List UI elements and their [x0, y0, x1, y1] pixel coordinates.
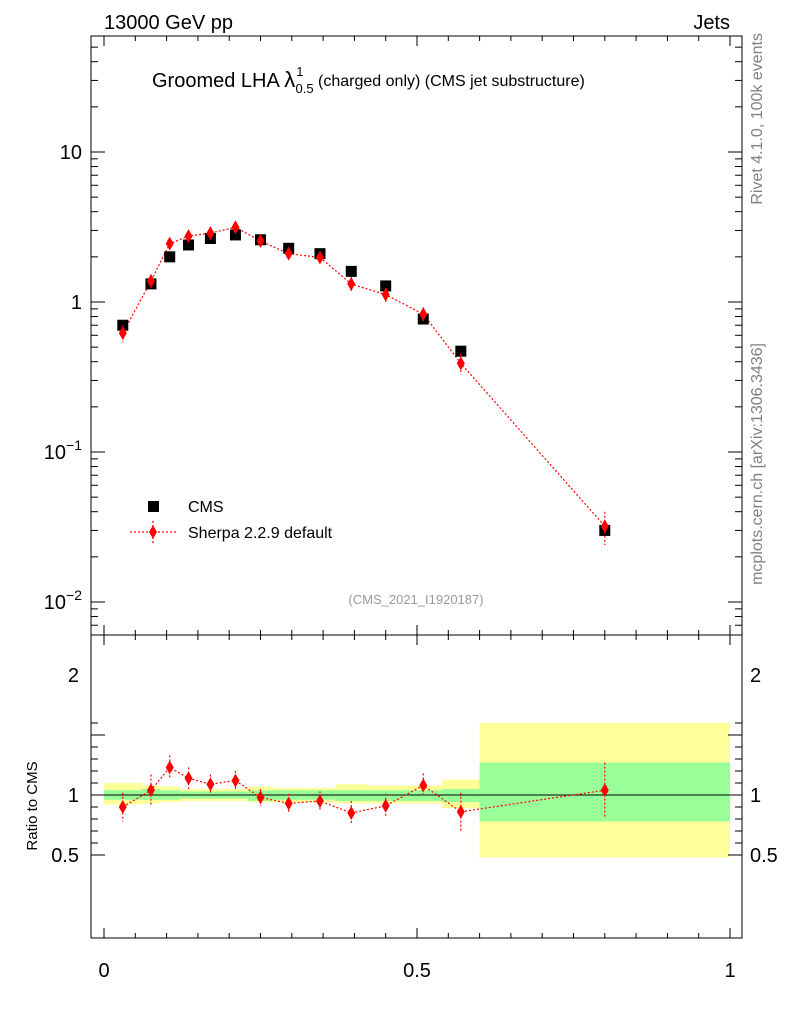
ratio-ylabel: Ratio to CMS	[24, 761, 41, 850]
mc-ratio-point	[165, 760, 174, 775]
legend-data-marker	[148, 501, 159, 512]
mc-ratio-point	[600, 783, 609, 798]
mc-data-point	[284, 246, 293, 261]
mc-ratio-point	[256, 790, 265, 805]
mc-ratio-line	[122, 766, 605, 814]
cms-data-point	[229, 229, 241, 241]
mc-data-point	[118, 326, 127, 341]
y-tick-base: 10	[44, 442, 66, 464]
mc-ratio-point	[231, 773, 240, 788]
band-inner	[442, 789, 480, 803]
ratio-y-tick-label-right: 1	[750, 785, 761, 807]
plot-title-subscript: 0.5	[296, 81, 314, 96]
x-tick-label: 0	[98, 960, 109, 982]
mc-ratio-point	[184, 771, 193, 786]
y-tick-label: 1	[71, 292, 82, 314]
legend-data-label: CMS	[188, 499, 224, 516]
y-tick-exponent: −1	[66, 437, 82, 453]
cms-data-point	[380, 280, 392, 292]
legend-mc-marker	[149, 525, 157, 539]
ratio-y-tick-label: 2	[68, 665, 79, 687]
main-plot-frame	[90, 35, 743, 636]
y-tick-base: 10	[60, 142, 82, 164]
plot-title-suffix: (charged only) (CMS jet substructure)	[314, 73, 585, 90]
mc-data-point	[206, 226, 215, 241]
y-tick-base: 1	[71, 292, 82, 314]
mc-line	[122, 226, 606, 527]
mc-data-point	[456, 356, 465, 371]
ratio-y-tick-label: 1	[68, 785, 79, 807]
main-plot-marks	[117, 220, 611, 545]
y-tick-label: 10	[60, 142, 82, 164]
analysis-id: (CMS_2021_I1920187)	[348, 592, 483, 607]
rivet-version-label: Rivet 4.1.0, 100k events	[749, 33, 766, 205]
band-inner	[404, 790, 443, 801]
y-tick-label: 10−1	[44, 437, 82, 464]
mc-data-point	[184, 229, 193, 244]
plot-title-main: Groomed LHA	[152, 70, 284, 92]
mc-ratio-point	[347, 806, 356, 820]
header-right: Jets	[693, 12, 730, 34]
x-tick-label: 1	[724, 960, 735, 982]
band-inner	[335, 790, 367, 801]
ratio-y-tick-label: 0.5	[51, 845, 79, 867]
ratio-uncertainty-bands	[104, 723, 730, 858]
mc-ratio-point	[315, 794, 324, 808]
mc-data-point	[165, 236, 174, 251]
mc-ratio-point	[118, 800, 127, 814]
mcplots-label: mcplots.cern.ch [arXiv:1306.3436]	[749, 343, 766, 585]
mc-ratio-point	[456, 804, 465, 819]
mc-data-point	[600, 519, 609, 534]
mc-data-point	[381, 287, 390, 302]
mc-data-point	[315, 250, 324, 265]
y-tick-base: 10	[44, 592, 66, 614]
plot-title-lambda: λ	[284, 67, 295, 92]
y-tick-exponent: −2	[66, 587, 82, 603]
x-tick-label: 0.5	[403, 960, 431, 982]
mc-data-point	[347, 276, 356, 291]
mc-ratio-point	[381, 798, 390, 813]
plot-title-superscript: 1	[296, 64, 303, 79]
cms-data-point	[345, 265, 357, 277]
legend-mc-label: Sherpa 2.2.9 default	[188, 525, 333, 542]
ratio-y-tick-label-right: 0.5	[750, 845, 778, 867]
mc-ratio-point	[284, 796, 293, 811]
header-left: 13000 GeV pp	[104, 12, 233, 34]
ratio-y-tick-label-right: 2	[750, 665, 761, 687]
ratio-plot-marks	[91, 755, 742, 831]
mc-ratio-point	[419, 778, 428, 793]
legend: CMS Sherpa 2.2.9 default	[130, 499, 333, 543]
cms-data-point	[455, 345, 467, 357]
plot-title: Groomed LHA λ1 0.5 (charged only) (CMS je…	[152, 64, 585, 96]
mc-ratio-point	[206, 777, 215, 792]
cms-data-point	[183, 239, 195, 251]
mc-data-point	[256, 234, 265, 249]
mc-ratio-point	[146, 783, 155, 798]
cms-data-point	[164, 251, 176, 263]
mc-data-point	[419, 307, 428, 322]
mc-data-point	[146, 274, 155, 289]
mc-data-point	[231, 220, 240, 235]
y-tick-label: 10−2	[44, 587, 82, 614]
axis-ticks	[91, 36, 742, 938]
